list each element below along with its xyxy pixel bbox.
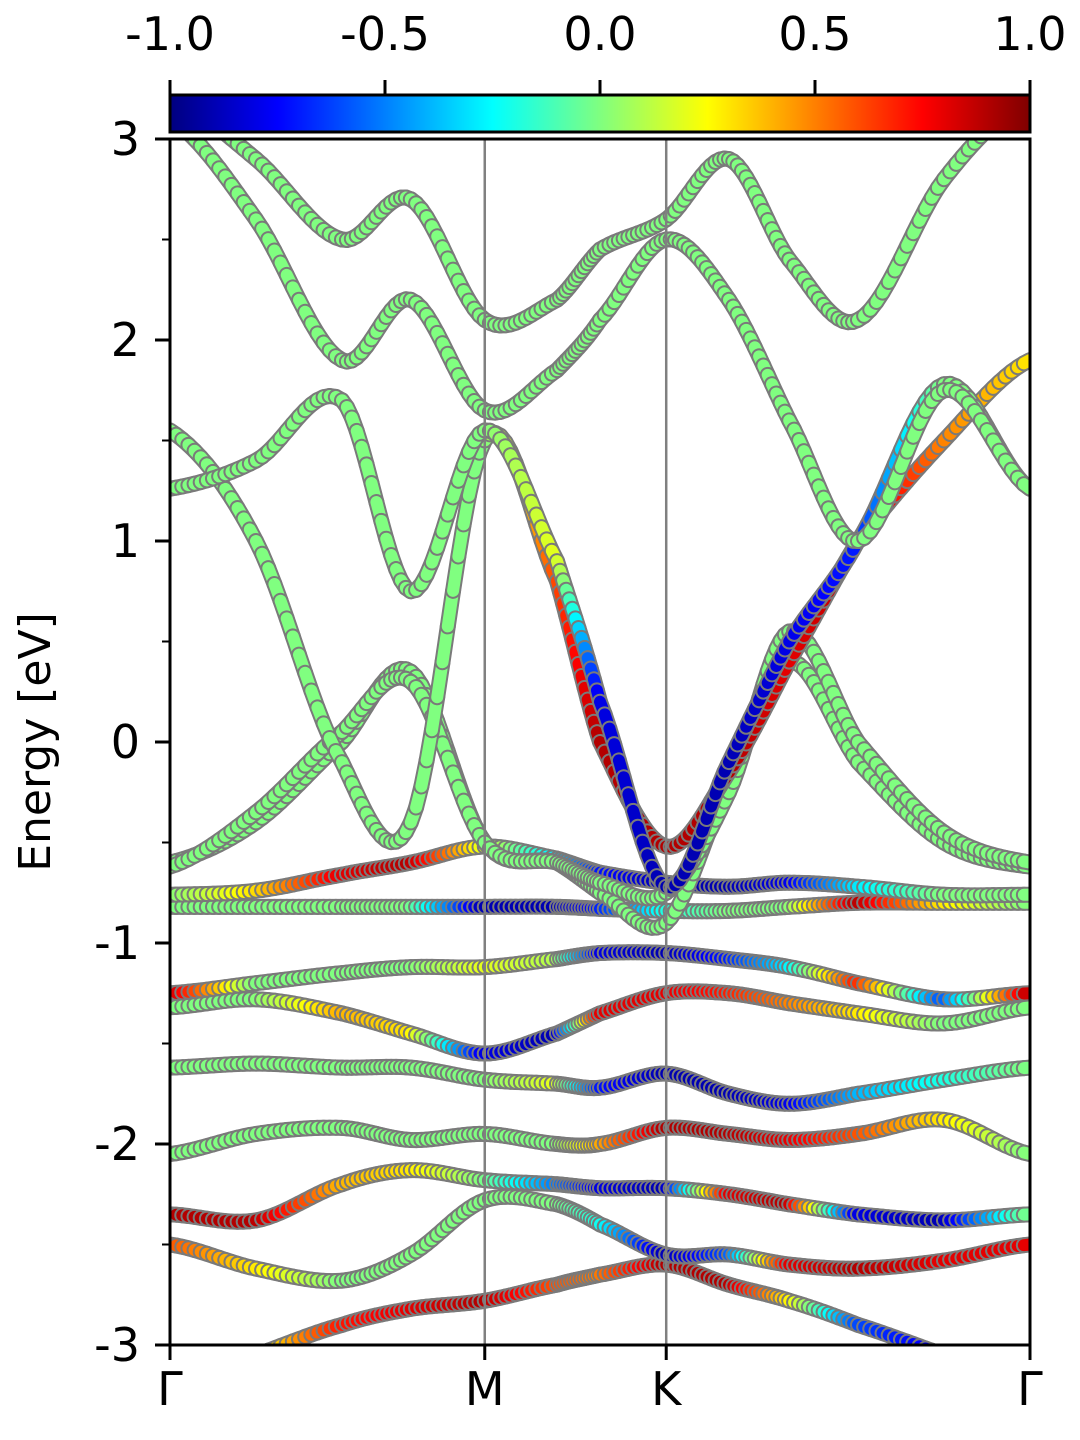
band-segment bbox=[238, 1360, 244, 1362]
band-segment bbox=[188, 1379, 194, 1381]
band-segment bbox=[929, 1344, 934, 1345]
band-segment bbox=[256, 1353, 262, 1355]
band-segment bbox=[975, 1367, 981, 1369]
band-segment bbox=[938, 1353, 944, 1355]
band-outline-segment bbox=[238, 1360, 244, 1362]
band bbox=[170, 1111, 1030, 1163]
band-outline-segment bbox=[936, 1344, 939, 1345]
colorbar-tick-label: -1.0 bbox=[125, 7, 215, 61]
band bbox=[170, 1162, 1030, 1230]
band-outline-segment bbox=[182, 1381, 188, 1383]
colorbar-tick-label: 0.5 bbox=[778, 7, 851, 61]
band-segment bbox=[999, 1377, 1005, 1379]
band-segment bbox=[956, 1360, 962, 1362]
band-segment bbox=[944, 1355, 950, 1357]
band-segment bbox=[231, 1362, 237, 1364]
band-segment bbox=[993, 1374, 999, 1376]
band-outline-segment bbox=[1005, 1379, 1011, 1381]
band-outline-segment bbox=[262, 1340, 282, 1345]
band-outline-segment bbox=[956, 1360, 962, 1362]
band-outline-segment bbox=[250, 1355, 256, 1357]
band-outline-segment bbox=[213, 1370, 219, 1372]
band-outline-segment bbox=[987, 1372, 993, 1374]
band-segment bbox=[920, 1342, 934, 1345]
colorbar-gradient bbox=[168, 93, 1032, 134]
band-outline-segment bbox=[993, 1374, 999, 1376]
band-outline-segment bbox=[201, 1374, 207, 1376]
band-segment bbox=[201, 1374, 207, 1376]
band-segment bbox=[250, 1355, 256, 1357]
band-segment bbox=[195, 1377, 201, 1379]
band-outline-segment bbox=[918, 1340, 938, 1345]
band-outline-segment bbox=[195, 1377, 201, 1379]
band-segment bbox=[969, 1365, 975, 1368]
band-segment bbox=[1005, 1379, 1011, 1381]
band bbox=[170, 983, 1030, 1062]
band-outline-segment bbox=[999, 1377, 1005, 1379]
band-segment bbox=[987, 1372, 993, 1374]
band-segment bbox=[950, 1357, 956, 1359]
colorbar-tick-label: -0.5 bbox=[340, 7, 430, 61]
band-outline-segment bbox=[244, 1357, 250, 1359]
band bbox=[170, 944, 1030, 1008]
band-outline-segment bbox=[962, 1362, 968, 1364]
band-outline-segment bbox=[225, 1365, 231, 1368]
band-outline-segment bbox=[207, 1372, 213, 1374]
band-outline-segment bbox=[188, 1379, 194, 1381]
colorbar: -1.0 -0.5 0.0 0.5 1.0 bbox=[125, 7, 1067, 134]
band bbox=[219, 139, 990, 334]
band-segment bbox=[225, 1365, 231, 1368]
band-segment bbox=[266, 1344, 271, 1345]
band-outline-segment bbox=[950, 1357, 956, 1359]
band-outline-segment bbox=[219, 1367, 225, 1369]
band-segment bbox=[913, 1340, 931, 1345]
band-outline-segment bbox=[981, 1370, 987, 1372]
band-segment bbox=[981, 1370, 987, 1372]
band-segment bbox=[219, 1367, 225, 1369]
band-outline-segment bbox=[969, 1365, 975, 1368]
colorbar-tick-label: 1.0 bbox=[993, 7, 1066, 61]
colorbar-tick-label: 0.0 bbox=[563, 7, 636, 61]
band bbox=[183, 139, 1030, 549]
band bbox=[170, 894, 1030, 920]
band-outline-segment bbox=[975, 1367, 981, 1369]
band-segment bbox=[266, 1342, 280, 1345]
band-segment bbox=[213, 1370, 219, 1372]
band-segment bbox=[244, 1357, 250, 1359]
band-outline-segment bbox=[260, 1342, 274, 1345]
band-segment bbox=[207, 1372, 213, 1374]
band-outline-segment bbox=[944, 1355, 950, 1357]
band-outline-segment bbox=[261, 1344, 264, 1345]
band-outline-segment bbox=[231, 1362, 237, 1364]
band-outline-segment bbox=[926, 1342, 940, 1345]
band-segment bbox=[182, 1381, 188, 1383]
band bbox=[170, 1055, 1030, 1112]
band bbox=[170, 1188, 1030, 1290]
band-outline-segment bbox=[911, 1338, 933, 1345]
band-segment bbox=[962, 1362, 968, 1364]
band bbox=[182, 1256, 1011, 1383]
